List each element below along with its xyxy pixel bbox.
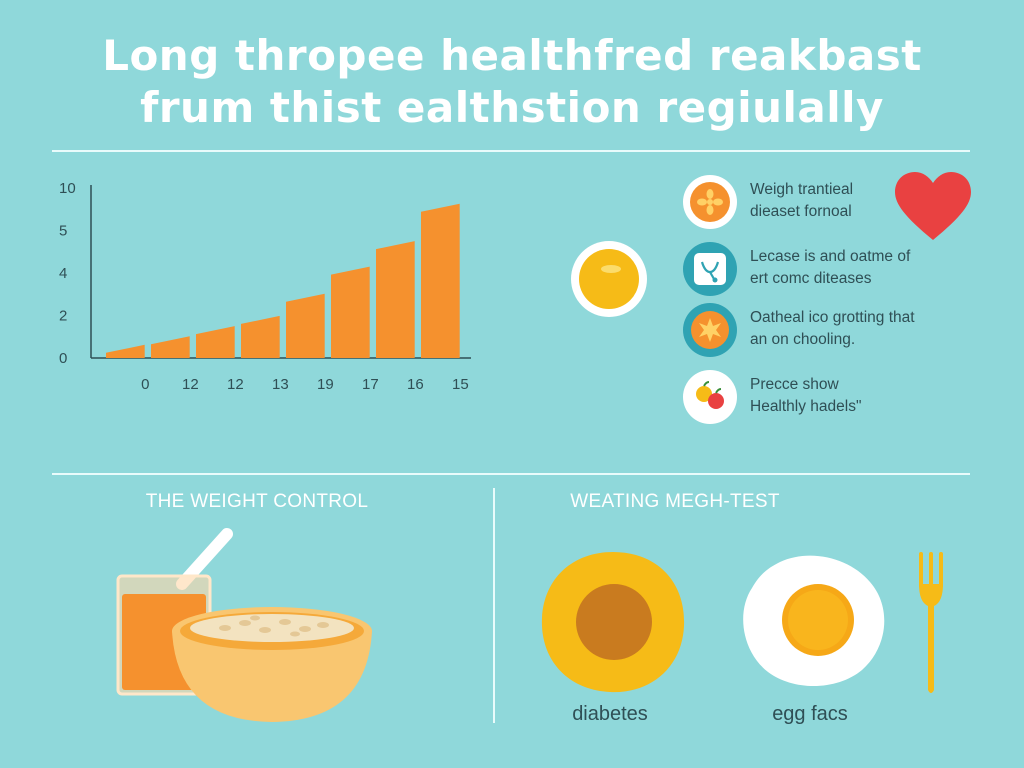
heart-icon [895,172,971,240]
section-title-right: WEATING MEGH-TEST [570,491,780,512]
top-divider [52,150,970,152]
yolk-icon [571,241,647,317]
sun-burst-icon [683,303,737,357]
stethoscope-icon [683,242,737,296]
title-line-1: Long thropee healthfred reakbast [102,31,922,80]
vertical-divider [493,488,495,723]
y-tick-label: 4 [59,265,67,282]
yolk-label: diabetes [572,703,648,725]
middle-divider [52,473,970,475]
y-tick-label: 0 [59,350,67,367]
benefit-line: an on chooling. [750,331,856,348]
benefit-line: dieaset fornoal [750,203,852,220]
y-tick-label: 10 [59,180,76,197]
bar [106,344,145,358]
bar [151,336,190,358]
bar [376,241,415,358]
bar-chart: 0 2 4 5 10 0 12 12 13 19 17 16 15 [59,180,471,393]
x-tick-label: 13 [272,376,289,393]
title-line-2: frum thist ealthstion regiulally [140,83,884,132]
benefit-line: Oatheal ico grotting that [750,309,915,326]
benefit-line: ert comc diteases [750,270,872,287]
oatmeal-bowl-icon [172,607,372,722]
fried-egg-icon [743,555,885,687]
x-tick-label: 17 [362,376,379,393]
bar [196,326,235,358]
egg-label: egg facs [772,703,848,725]
orange-flower-icon [683,175,737,229]
bar [286,293,325,358]
x-tick-label: 19 [317,376,334,393]
bar [241,315,280,358]
x-tick-label: 12 [182,376,199,393]
section-title-left: THE WEIGHT CONTROL [145,491,369,512]
bar [421,203,460,358]
yolk-blob-icon [541,552,685,693]
benefit-line: Healthly hadels" [750,398,862,415]
benefit-line: Weigh trantieal [750,181,854,198]
benefit-line: Precce show [750,376,839,393]
x-tick-label: 12 [227,376,244,393]
fruit-icon [683,370,737,424]
fork-icon [919,552,943,693]
infographic-title: Long thropee healthfred reakbast frum th… [0,30,1024,134]
benefit-line: Lecase is and oatme of [750,248,911,265]
y-tick-label: 5 [59,223,67,240]
x-tick-label: 15 [452,376,469,393]
x-tick-label: 0 [141,376,149,393]
y-tick-label: 2 [59,308,67,325]
x-tick-label: 16 [407,376,424,393]
bar [331,266,370,358]
